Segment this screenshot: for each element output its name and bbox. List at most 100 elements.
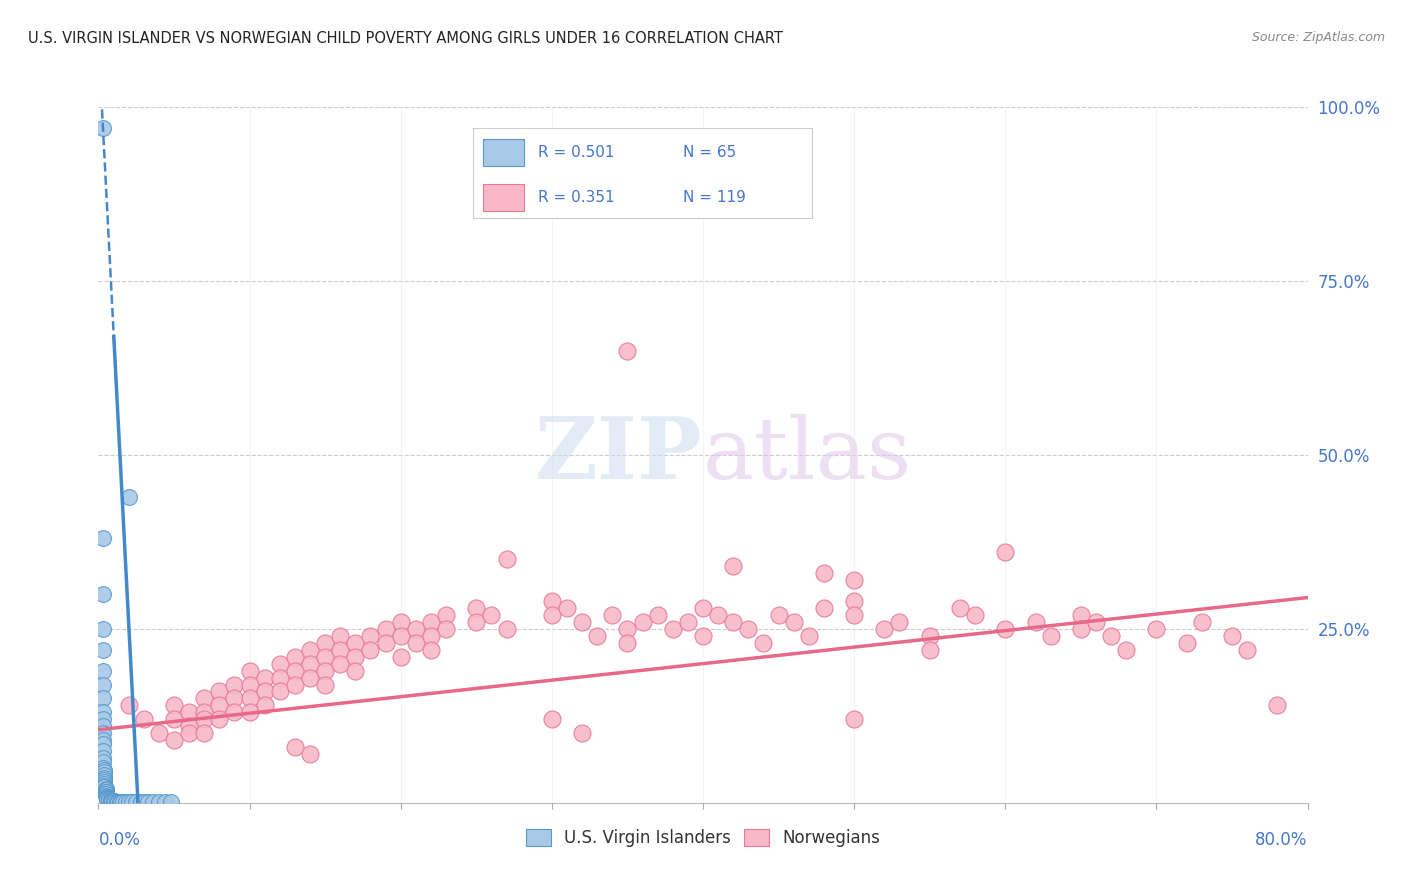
Point bbox=[889, 615, 911, 629]
Point bbox=[193, 691, 215, 706]
Point bbox=[105, 795, 128, 809]
Point bbox=[813, 566, 835, 581]
Point bbox=[107, 795, 129, 809]
Point bbox=[405, 636, 427, 650]
Point bbox=[100, 793, 122, 807]
Point bbox=[1085, 615, 1108, 629]
Point bbox=[94, 789, 117, 803]
Point bbox=[91, 726, 114, 740]
Point bbox=[540, 607, 562, 622]
Text: atlas: atlas bbox=[703, 413, 912, 497]
Point bbox=[420, 629, 443, 643]
Point bbox=[239, 691, 262, 706]
Point bbox=[844, 712, 866, 726]
Point bbox=[314, 664, 336, 678]
Point bbox=[100, 794, 122, 808]
Point bbox=[94, 787, 117, 801]
Point bbox=[329, 642, 352, 657]
Point bbox=[91, 532, 114, 546]
Point bbox=[103, 794, 125, 808]
Point bbox=[93, 779, 115, 793]
Point bbox=[125, 795, 148, 809]
Point bbox=[179, 719, 201, 733]
Point bbox=[495, 552, 517, 566]
Point bbox=[389, 615, 412, 629]
Point bbox=[91, 622, 114, 636]
Point bbox=[797, 629, 820, 643]
Point bbox=[873, 622, 896, 636]
Point bbox=[434, 622, 457, 636]
Point bbox=[91, 756, 114, 770]
Point bbox=[374, 622, 396, 636]
Point bbox=[103, 794, 125, 808]
Point bbox=[299, 747, 322, 761]
Point bbox=[374, 636, 396, 650]
Point bbox=[1099, 629, 1122, 643]
Point bbox=[98, 793, 121, 807]
Point bbox=[91, 642, 114, 657]
Point bbox=[299, 642, 322, 657]
Point bbox=[104, 795, 127, 809]
Point bbox=[118, 698, 141, 713]
Point bbox=[93, 765, 115, 780]
Y-axis label: Child Poverty Among Girls Under 16: Child Poverty Among Girls Under 16 bbox=[0, 318, 7, 592]
Point bbox=[813, 601, 835, 615]
Point bbox=[91, 761, 114, 775]
Point bbox=[208, 698, 231, 713]
Point bbox=[148, 795, 170, 809]
Point bbox=[91, 706, 114, 720]
Point bbox=[101, 794, 124, 808]
Point bbox=[723, 615, 745, 629]
Point bbox=[253, 698, 276, 713]
Point bbox=[132, 795, 155, 809]
Point bbox=[844, 573, 866, 587]
Point bbox=[148, 726, 170, 740]
Point bbox=[111, 795, 134, 809]
Point bbox=[94, 785, 117, 799]
Point bbox=[965, 607, 987, 622]
Point bbox=[224, 677, 246, 691]
Point bbox=[91, 677, 114, 691]
Point bbox=[768, 607, 790, 622]
Point bbox=[344, 649, 367, 664]
Point bbox=[692, 629, 714, 643]
Point bbox=[96, 790, 118, 805]
Point bbox=[571, 726, 593, 740]
Point bbox=[96, 791, 118, 805]
Point bbox=[1039, 629, 1062, 643]
Point bbox=[314, 636, 336, 650]
Point bbox=[299, 657, 322, 671]
Point bbox=[844, 594, 866, 608]
Point bbox=[707, 607, 730, 622]
Point bbox=[314, 677, 336, 691]
Text: 0.0%: 0.0% bbox=[98, 830, 141, 848]
Point bbox=[1267, 698, 1289, 713]
Point bbox=[1175, 636, 1198, 650]
Point bbox=[91, 587, 114, 601]
Point bbox=[661, 622, 683, 636]
Point bbox=[1070, 622, 1092, 636]
Point bbox=[224, 706, 246, 720]
Point bbox=[93, 763, 115, 777]
Point bbox=[329, 629, 352, 643]
Point bbox=[193, 726, 215, 740]
Point bbox=[1115, 642, 1137, 657]
Point bbox=[723, 559, 745, 574]
Point bbox=[224, 691, 246, 706]
Point bbox=[571, 615, 593, 629]
Point bbox=[91, 733, 114, 747]
Point bbox=[360, 642, 382, 657]
Legend: U.S. Virgin Islanders, Norwegians: U.S. Virgin Islanders, Norwegians bbox=[519, 822, 887, 854]
Point bbox=[269, 671, 291, 685]
Point bbox=[269, 657, 291, 671]
Point bbox=[389, 649, 412, 664]
Point bbox=[253, 671, 276, 685]
Point bbox=[93, 777, 115, 791]
Point bbox=[114, 795, 136, 809]
Point bbox=[434, 607, 457, 622]
Point bbox=[93, 775, 115, 789]
Point bbox=[193, 712, 215, 726]
Point bbox=[994, 545, 1017, 559]
Point bbox=[1236, 642, 1258, 657]
Point bbox=[360, 629, 382, 643]
